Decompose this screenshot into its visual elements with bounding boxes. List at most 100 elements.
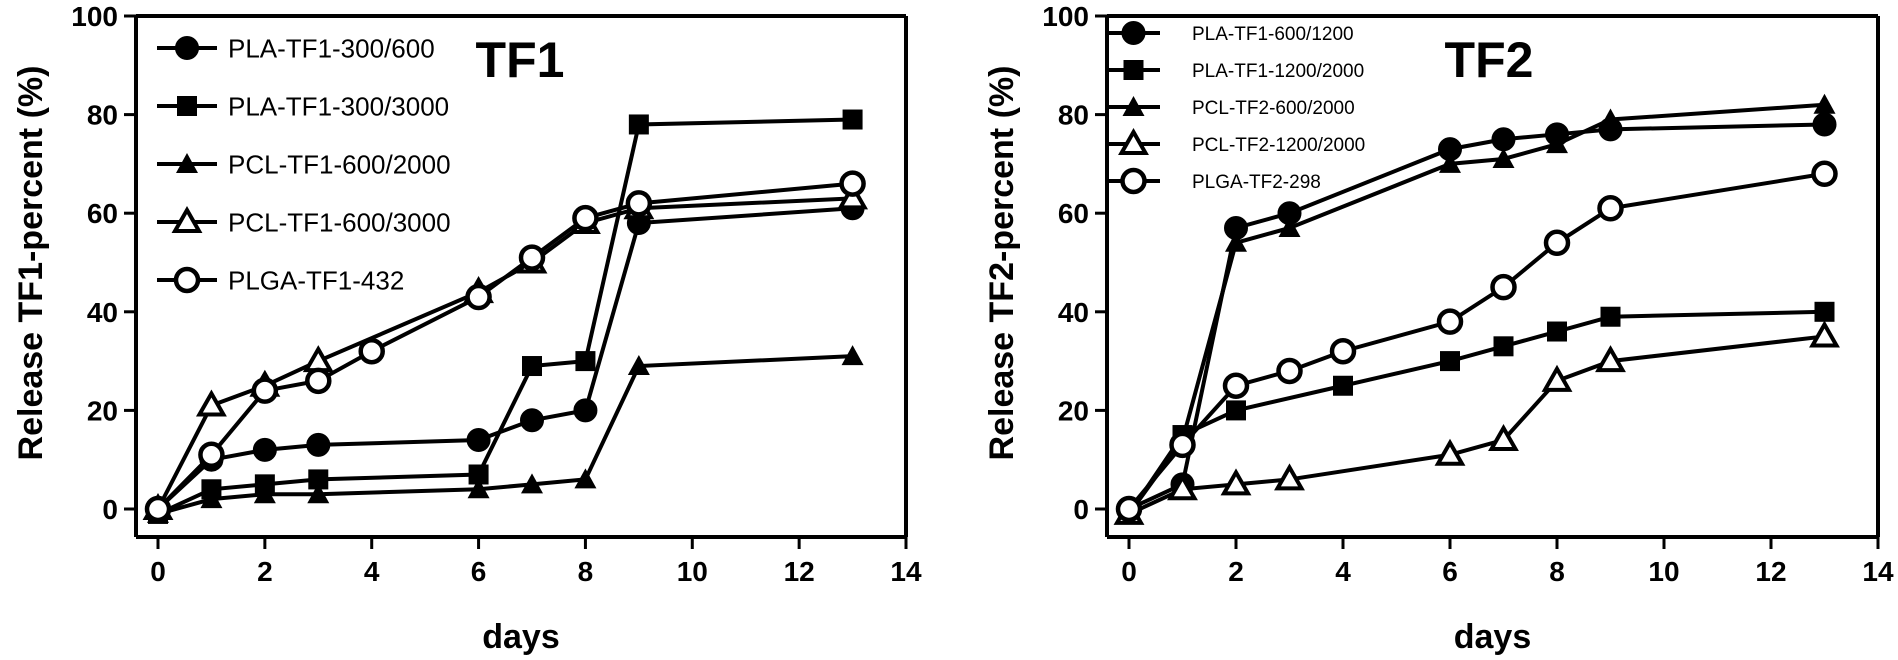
- y-tick-label: 40: [1058, 297, 1089, 328]
- data-point: [198, 441, 225, 469]
- y-tick-label: 40: [87, 297, 118, 328]
- legend-marker: [177, 96, 197, 116]
- x-tick-label: 8: [1549, 556, 1565, 587]
- data-point: [1220, 468, 1252, 496]
- legend-marker: [1118, 127, 1149, 155]
- data-point: [251, 377, 279, 404]
- data-point: [1167, 473, 1198, 501]
- data-point: [1491, 127, 1516, 152]
- data-point: [1276, 357, 1303, 385]
- data-point: [837, 182, 869, 210]
- x-tick-label: 2: [257, 556, 273, 587]
- x-tick-label: 10: [1648, 556, 1679, 587]
- series-4: [1113, 320, 1840, 525]
- data-point: [1226, 400, 1246, 421]
- data-point: [574, 468, 597, 489]
- legend-label: PCL-TF1-600/2000: [228, 149, 451, 179]
- x-tick-label: 0: [150, 556, 166, 587]
- y-axis-title: Release TF1-percent (%): [12, 66, 50, 461]
- data-point: [144, 495, 172, 523]
- x-axis-title: days: [1454, 618, 1532, 656]
- data-point: [252, 437, 277, 462]
- series-line: [156, 196, 853, 510]
- legend-label: PLGA-TF1-432: [228, 265, 404, 295]
- legend-label: PLA-TF1-1200/2000: [1192, 61, 1364, 82]
- legend-marker: [176, 153, 198, 173]
- data-point: [1493, 336, 1514, 357]
- y-tick-label: 0: [1073, 494, 1089, 525]
- x-tick-label: 12: [1755, 556, 1786, 587]
- data-point: [628, 114, 649, 135]
- data-point: [1814, 301, 1835, 322]
- legend-marker: [171, 205, 203, 233]
- data-point: [1333, 375, 1353, 396]
- data-point: [572, 204, 599, 232]
- data-point: [307, 483, 330, 504]
- y-tick-label: 80: [87, 100, 118, 131]
- y-tick-label: 0: [102, 494, 118, 525]
- data-point: [1278, 216, 1301, 237]
- legend-marker: [1123, 60, 1144, 80]
- data-point: [573, 398, 598, 423]
- data-point: [839, 170, 866, 197]
- legend-label: PLGA-TF2-298: [1192, 172, 1321, 193]
- x-tick-label: 4: [1335, 556, 1351, 587]
- data-point: [1546, 133, 1568, 154]
- chart-title: TF1: [476, 32, 565, 88]
- data-point: [1599, 108, 1622, 129]
- legend-label: PCL-TF2-1200/2000: [1192, 135, 1365, 156]
- data-point: [1597, 195, 1624, 222]
- data-point: [465, 283, 492, 311]
- chart-title: TF2: [1445, 32, 1534, 88]
- data-point: [308, 469, 329, 490]
- data-point: [521, 473, 543, 494]
- legend-marker: [1120, 167, 1147, 195]
- series-line: [156, 206, 853, 511]
- series-3: [147, 345, 864, 523]
- data-point: [1115, 495, 1143, 523]
- chart-panel-2: 0 20 40 60 80 100 0 2 4 6 8 10 12 14 days Release TF2-p…: [983, 1, 1894, 656]
- data-point: [253, 483, 276, 504]
- data-point: [1595, 345, 1626, 373]
- data-point: [1543, 229, 1571, 257]
- data-point: [1600, 306, 1621, 327]
- legend: PLA-TF1-600/1200 PLA-TF1-1200/2000 PCL-TF2…: [1107, 21, 1365, 195]
- series-5: [144, 170, 866, 523]
- data-point: [305, 367, 332, 395]
- data-point: [1811, 160, 1838, 188]
- data-point: [1490, 273, 1517, 301]
- x-tick-label: 14: [890, 556, 922, 587]
- data-point: [520, 408, 544, 433]
- data-point: [1436, 308, 1464, 335]
- data-point: [195, 389, 227, 417]
- data-point: [1440, 351, 1460, 372]
- x-tick-label: 6: [471, 556, 487, 587]
- legend: PLA-TF1-300/600 PLA-TF1-300/3000 PCL-TF1-6…: [157, 33, 451, 295]
- x-tick-label: 2: [1228, 556, 1244, 587]
- data-point: [518, 244, 546, 271]
- series-3: [1118, 93, 1836, 523]
- data-point: [842, 109, 863, 130]
- series-line: [1127, 171, 1825, 511]
- legend-marker: [1122, 96, 1145, 116]
- data-point: [1547, 321, 1567, 342]
- y-tick-label: 20: [1058, 395, 1089, 426]
- data-point: [1434, 438, 1466, 466]
- x-tick-label: 10: [677, 556, 708, 587]
- data-point: [1439, 152, 1461, 173]
- series-5: [1115, 160, 1838, 523]
- x-axis-title: days: [482, 618, 560, 656]
- data-point: [1169, 431, 1196, 459]
- legend-label: PCL-TF1-600/3000: [228, 207, 451, 237]
- data-point: [468, 464, 489, 485]
- data-point: [575, 351, 596, 372]
- y-tick-label: 60: [1058, 198, 1089, 229]
- data-point: [522, 356, 542, 377]
- x-tick-label: 4: [364, 556, 380, 587]
- data-point: [358, 337, 385, 365]
- data-point: [627, 355, 650, 376]
- x-tick-label: 6: [1442, 556, 1458, 587]
- y-tick-label: 100: [1042, 1, 1089, 32]
- data-point: [1225, 231, 1247, 252]
